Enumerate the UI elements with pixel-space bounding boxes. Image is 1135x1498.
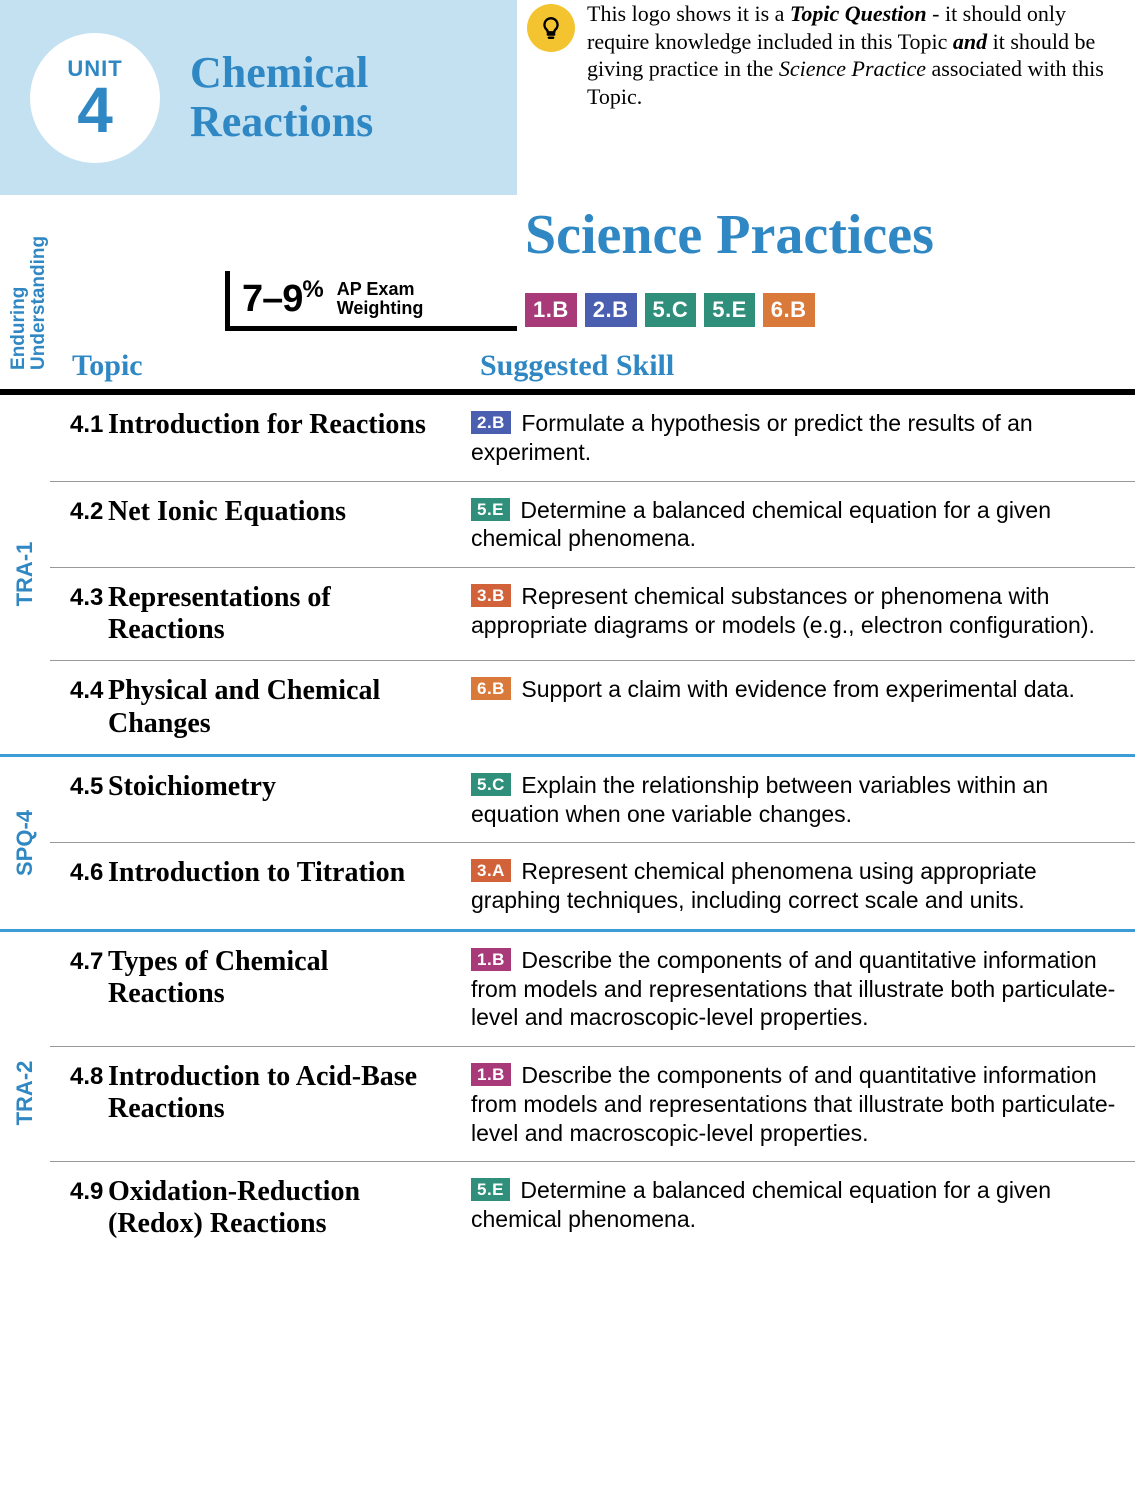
topic-row-4-4: 4.4Physical and Chemical Changes6.B Supp… (50, 660, 1135, 753)
skill-badge: 1.B (471, 1063, 511, 1086)
suggested-skill: 2.B Formulate a hypothesis or predict th… (471, 409, 1127, 467)
eu-code: TRA-2 (12, 1061, 38, 1126)
topic-name: Introduction to Acid-Base Reactions (108, 1061, 463, 1147)
suggested-skill: 6.B Support a claim with evidence from e… (471, 675, 1127, 739)
eu-group-TRA-1: TRA-1 4.1Introduction for Reactions2.B Fo… (0, 395, 1135, 757)
unit-number: 4 (77, 82, 113, 140)
topic-row-4-2: 4.2Net Ionic Equations5.E Determine a ba… (50, 481, 1135, 568)
suggested-skill: 5.E Determine a balanced chemical equati… (471, 496, 1127, 554)
skill-badge: 5.E (471, 1178, 510, 1201)
eu-code: SPQ-4 (12, 810, 38, 876)
eu-sidebar: SPQ-4 (0, 757, 50, 929)
topic-row-4-7: 4.7Types of Chemical Reactions1.B Descri… (50, 932, 1135, 1046)
badge-5E: 5.E (704, 293, 755, 327)
topic-name: Oxidation-Reduction (Redox) Reactions (108, 1176, 463, 1240)
topic-question-note: This logo shows it is a Topic Question -… (517, 0, 1135, 195)
topic-number: 4.9 (50, 1176, 100, 1240)
table-header: EnduringUnderstanding Topic Suggested Sk… (0, 349, 1135, 395)
topic-number: 4.2 (50, 496, 100, 554)
ap-exam-weighting: 7–9% AP Exam Weighting (225, 271, 517, 331)
badge-6B: 6.B (763, 293, 815, 327)
suggested-skill: 1.B Describe the components of and quant… (471, 946, 1127, 1032)
unit-title-line1: Chemical (190, 48, 368, 97)
topic-name: Physical and Chemical Changes (108, 675, 463, 739)
unit-title-line2: Reactions (190, 97, 373, 146)
topic-row-4-3: 4.3Representations of Reactions3.B Repre… (50, 567, 1135, 660)
eu-sidebar: TRA-2 (0, 932, 50, 1255)
topic-name: Representations of Reactions (108, 582, 463, 646)
suggested-skill-header: Suggested Skill (480, 349, 674, 383)
skill-badge: 1.B (471, 948, 511, 971)
science-practice-badges: 1.B2.B5.C5.E6.B (525, 271, 815, 331)
topic-number: 4.7 (50, 946, 100, 1032)
suggested-skill: 1.B Describe the components of and quant… (471, 1061, 1127, 1147)
suggested-skill: 3.A Represent chemical phenomena using a… (471, 857, 1127, 915)
topic-number: 4.6 (50, 857, 100, 915)
science-practices-title: Science Practices (525, 203, 1135, 267)
note-text: This logo shows it is a Topic Question -… (587, 0, 1125, 195)
topic-name: Types of Chemical Reactions (108, 946, 463, 1032)
weighting-percent: 7–9% (242, 276, 323, 321)
skill-badge: 5.C (471, 773, 511, 796)
weighting-row: 7–9% AP Exam Weighting 1.B2.B5.C5.E6.B (0, 271, 1135, 331)
eu-code: TRA-1 (12, 542, 38, 607)
topic-name: Introduction for Reactions (108, 409, 463, 467)
skill-badge: 2.B (471, 411, 511, 434)
topic-row-4-1: 4.1Introduction for Reactions2.B Formula… (50, 395, 1135, 481)
topic-number: 4.4 (50, 675, 100, 739)
topic-number: 4.3 (50, 582, 100, 646)
eu-sidebar: TRA-1 (0, 395, 50, 754)
skill-badge: 6.B (471, 677, 511, 700)
topic-row-4-6: 4.6Introduction to Titration3.A Represen… (50, 842, 1135, 929)
skill-badge: 3.A (471, 859, 511, 882)
topic-row-4-5: 4.5Stoichiometry5.C Explain the relation… (50, 757, 1135, 843)
unit-circle: UNIT 4 (30, 33, 160, 163)
suggested-skill: 3.B Represent chemical substances or phe… (471, 582, 1127, 646)
eu-group-TRA-2: TRA-2 4.7Types of Chemical Reactions1.B D… (0, 932, 1135, 1255)
badge-5C: 5.C (645, 293, 697, 327)
topic-number: 4.1 (50, 409, 100, 467)
badge-2B: 2.B (585, 293, 637, 327)
topic-number: 4.8 (50, 1061, 100, 1147)
topic-row-4-8: 4.8Introduction to Acid-Base Reactions1.… (50, 1046, 1135, 1161)
weighting-label: AP Exam Weighting (337, 280, 424, 318)
unit-title: Chemical Reactions (190, 49, 373, 146)
unit-header: UNIT 4 Chemical Reactions (0, 0, 517, 195)
topic-header: Topic (72, 349, 480, 383)
badge-1B: 1.B (525, 293, 577, 327)
topic-name: Stoichiometry (108, 771, 463, 829)
suggested-skill: 5.C Explain the relationship between var… (471, 771, 1127, 829)
topic-name: Introduction to Titration (108, 857, 463, 915)
skill-badge: 3.B (471, 584, 511, 607)
lightbulb-icon (527, 4, 575, 52)
eu-group-SPQ-4: SPQ-4 4.5Stoichiometry5.C Explain the rel… (0, 757, 1135, 932)
topic-row-4-9: 4.9Oxidation-Reduction (Redox) Reactions… (50, 1161, 1135, 1254)
topic-number: 4.5 (50, 771, 100, 829)
suggested-skill: 5.E Determine a balanced chemical equati… (471, 1176, 1127, 1240)
topic-name: Net Ionic Equations (108, 496, 463, 554)
skill-badge: 5.E (471, 498, 510, 521)
